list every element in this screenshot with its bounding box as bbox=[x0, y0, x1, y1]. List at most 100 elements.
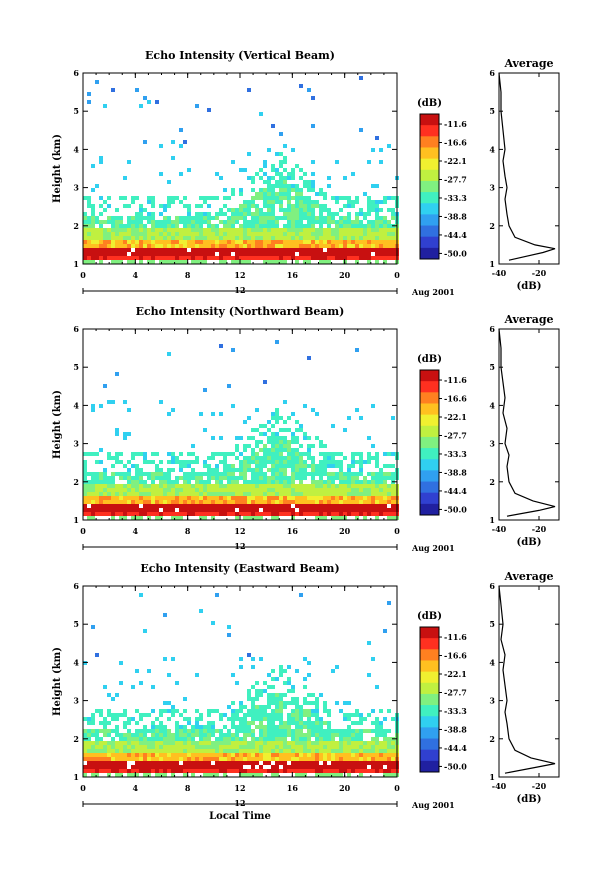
heatmap-cell bbox=[363, 729, 367, 733]
colorbar-swatch bbox=[420, 158, 439, 171]
heatmap-cell bbox=[259, 492, 263, 496]
heatmap-cell bbox=[279, 705, 283, 709]
heatmap-cell bbox=[215, 500, 219, 504]
heatmap-cell bbox=[87, 516, 91, 520]
heatmap-cell bbox=[87, 733, 91, 737]
heatmap-cell bbox=[115, 761, 119, 765]
heatmap-cell bbox=[183, 765, 187, 769]
heatmap-cell bbox=[315, 765, 319, 769]
heatmap-cell bbox=[263, 220, 267, 224]
heatmap-cell bbox=[243, 504, 247, 508]
heatmap-cell bbox=[371, 148, 375, 152]
heatmap-cell bbox=[239, 765, 243, 769]
heatmap-cell bbox=[255, 693, 259, 697]
heatmap-cell bbox=[291, 468, 295, 472]
heatmap-cell bbox=[159, 400, 163, 404]
heatmap-cell bbox=[379, 468, 383, 472]
heatmap-cell bbox=[331, 757, 335, 761]
heatmap-cell bbox=[335, 232, 339, 236]
heatmap-cell bbox=[323, 208, 327, 212]
heatmap-cell bbox=[251, 729, 255, 733]
heatmap-cell bbox=[355, 733, 359, 737]
heatmap-cell bbox=[111, 456, 115, 460]
heatmap-cell bbox=[187, 476, 191, 480]
heatmap-cell bbox=[115, 757, 119, 761]
heatmap-cell bbox=[283, 176, 287, 180]
heatmap-cell bbox=[107, 713, 111, 717]
heatmap-cell bbox=[155, 733, 159, 737]
heatmap-cell bbox=[103, 769, 107, 773]
heatmap-cell bbox=[223, 232, 227, 236]
heatmap-cell bbox=[159, 212, 163, 216]
heatmap-cell bbox=[87, 729, 91, 733]
heatmap-cell bbox=[251, 757, 255, 761]
heatmap-cell bbox=[227, 633, 231, 637]
heatmap-cell bbox=[115, 224, 119, 228]
heatmap-cell bbox=[327, 464, 331, 468]
heatmap-cell bbox=[203, 765, 207, 769]
heatmap-cell bbox=[251, 448, 255, 452]
heatmap-cell bbox=[267, 148, 271, 152]
heatmap-cell bbox=[175, 725, 179, 729]
heatmap-cell bbox=[243, 508, 247, 512]
heatmap-cell bbox=[391, 248, 395, 252]
heatmap-cell bbox=[127, 216, 131, 220]
heatmap-cell bbox=[147, 212, 151, 216]
heatmap-cell bbox=[319, 244, 323, 248]
heatmap-cell bbox=[187, 224, 191, 228]
heatmap-cell bbox=[383, 196, 387, 200]
heatmap-cell bbox=[303, 504, 307, 508]
heatmap-cell bbox=[323, 256, 327, 260]
heatmap-cell bbox=[387, 236, 391, 240]
heatmap-cell bbox=[223, 749, 227, 753]
heatmap-cell bbox=[387, 224, 391, 228]
colorbar-tick-label: -38.8 bbox=[444, 467, 467, 477]
heatmap-cell bbox=[223, 512, 227, 516]
y-tick-label: 6 bbox=[73, 324, 79, 334]
heatmap-cell bbox=[235, 456, 239, 460]
y-axis-label: Height (km) bbox=[52, 134, 63, 203]
heatmap-cell bbox=[287, 172, 291, 176]
heatmap-cell bbox=[315, 745, 319, 749]
colorbar-swatch bbox=[420, 169, 439, 182]
heatmap-cell bbox=[251, 204, 255, 208]
heatmap-cell bbox=[115, 244, 119, 248]
heatmap-cell bbox=[211, 729, 215, 733]
heatmap-cell bbox=[287, 216, 291, 220]
heatmap-cell bbox=[283, 729, 287, 733]
heatmap-cell bbox=[255, 753, 259, 757]
heatmap-cell bbox=[239, 757, 243, 761]
heatmap-cell bbox=[291, 412, 295, 416]
heatmap-cell bbox=[143, 512, 147, 516]
heatmap-cell bbox=[255, 444, 259, 448]
heatmap-cell bbox=[347, 757, 351, 761]
heatmap-cell bbox=[371, 184, 375, 188]
heatmap-cell bbox=[155, 240, 159, 244]
heatmap-cell bbox=[279, 725, 283, 729]
heatmap-cell bbox=[219, 248, 223, 252]
heatmap-cell bbox=[379, 709, 383, 713]
heatmap-cell bbox=[271, 440, 275, 444]
heatmap-cell bbox=[267, 733, 271, 737]
heatmap-cell bbox=[231, 769, 235, 773]
heatmap-cell bbox=[147, 765, 151, 769]
heatmap-cell bbox=[167, 492, 171, 496]
heatmap-cell bbox=[279, 188, 283, 192]
heatmap-cell bbox=[175, 757, 179, 761]
heatmap-cell bbox=[375, 721, 379, 725]
heatmap-cell bbox=[103, 753, 107, 757]
heatmap-cell bbox=[147, 236, 151, 240]
heatmap-cell bbox=[91, 749, 95, 753]
heatmap-cell bbox=[315, 737, 319, 741]
heatmap-cell bbox=[135, 500, 139, 504]
heatmap-cell bbox=[199, 749, 203, 753]
heatmap-cell bbox=[371, 745, 375, 749]
heatmap-cell bbox=[215, 468, 219, 472]
heatmap-cell bbox=[135, 733, 139, 737]
heatmap-cell bbox=[167, 232, 171, 236]
heatmap-cell bbox=[219, 757, 223, 761]
heatmap-cell bbox=[183, 204, 187, 208]
heatmap-cell bbox=[315, 741, 319, 745]
heatmap-cell bbox=[211, 228, 215, 232]
